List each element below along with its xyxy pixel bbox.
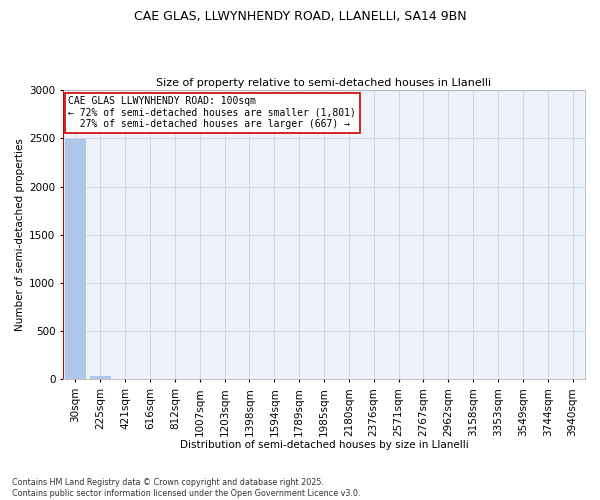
Text: Contains HM Land Registry data © Crown copyright and database right 2025.
Contai: Contains HM Land Registry data © Crown c…: [12, 478, 361, 498]
Title: Size of property relative to semi-detached houses in Llanelli: Size of property relative to semi-detach…: [157, 78, 491, 88]
Bar: [90, 376, 111, 380]
Y-axis label: Number of semi-detached properties: Number of semi-detached properties: [15, 138, 25, 331]
Text: CAE GLAS, LLWYNHENDY ROAD, LLANELLI, SA14 9BN: CAE GLAS, LLWYNHENDY ROAD, LLANELLI, SA1…: [134, 10, 466, 23]
Text: CAE GLAS LLWYNHENDY ROAD: 100sqm
← 72% of semi-detached houses are smaller (1,80: CAE GLAS LLWYNHENDY ROAD: 100sqm ← 72% o…: [68, 96, 356, 129]
X-axis label: Distribution of semi-detached houses by size in Llanelli: Distribution of semi-detached houses by …: [179, 440, 469, 450]
Bar: [65, 140, 86, 380]
